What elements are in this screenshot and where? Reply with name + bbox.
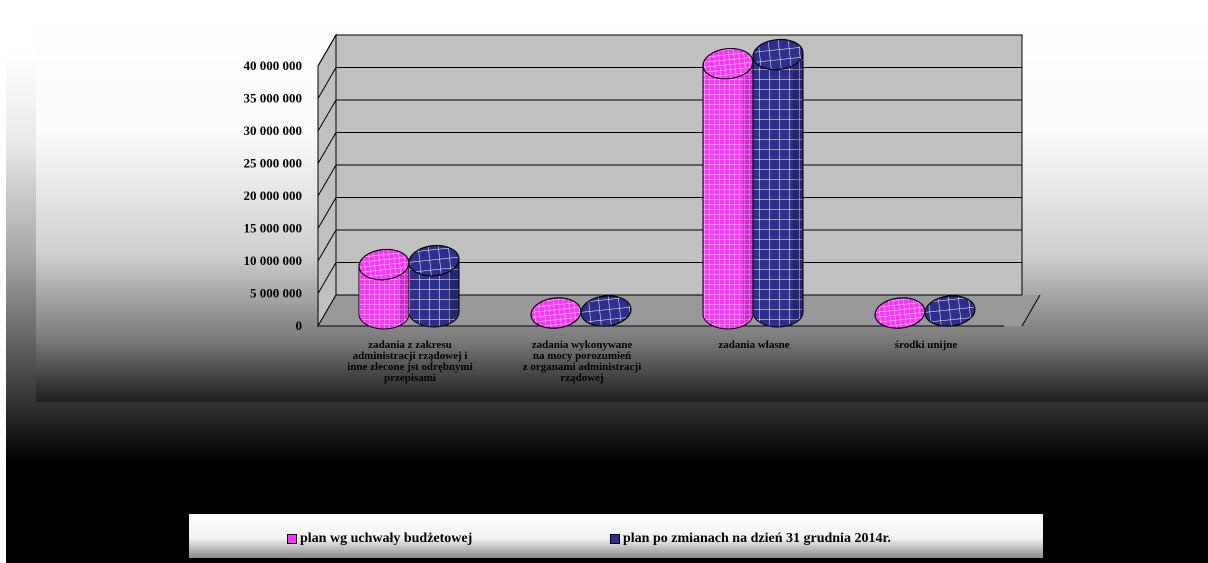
gridline-diagonal <box>317 262 337 294</box>
gridline-diagonal <box>317 34 337 67</box>
y-tick-label: 35 000 000 <box>244 91 303 106</box>
bar-cylinder <box>924 295 976 327</box>
y-tick-label: 40 000 000 <box>244 58 303 73</box>
bar-body <box>702 63 754 330</box>
legend-item-series-2: plan po zmianach na dzień 31 grudnia 201… <box>610 531 891 547</box>
bar-cylinder <box>358 248 410 330</box>
bar-cylinder <box>580 295 632 327</box>
bar-cylinder <box>408 244 460 328</box>
bar-cylinder <box>702 48 754 330</box>
x-category-label: na mocy porozumień <box>533 350 631 362</box>
plot-panel: 0 5 000 000 10 000 000 15 000 000 20 000 000… <box>36 14 1208 402</box>
x-category-label: środki unijne <box>895 339 958 351</box>
gridline-diagonal <box>317 99 337 132</box>
bar-top <box>408 244 460 277</box>
gridline-diagonal <box>317 229 337 262</box>
y-tick-label: 30 000 000 <box>244 123 303 138</box>
bar-body <box>408 260 460 328</box>
gridline-diagonal <box>317 132 337 164</box>
bar-top <box>580 295 632 327</box>
x-category-label: rządowej <box>560 372 603 384</box>
legend-swatch-series-2 <box>610 534 620 544</box>
x-category-label: zadania wykonywane <box>532 339 633 351</box>
floor <box>318 295 1040 326</box>
x-category-label: z organami administracji <box>523 361 642 373</box>
bar-shade <box>449 260 459 321</box>
gridline-diagonal <box>317 197 337 229</box>
y-tick-label: 20 000 000 <box>244 188 303 203</box>
floor-right-edge <box>1021 294 1041 327</box>
x-category-label: administracji rządowej i <box>353 350 468 362</box>
x-category-label: inne zlecone jst odrębnymi <box>347 361 473 373</box>
gridline-diagonal <box>317 67 337 99</box>
bar-shade <box>793 54 803 321</box>
chart-svg: 0 5 000 000 10 000 000 15 000 000 20 000 000… <box>244 33 1041 384</box>
x-category-label: zadania z zakresu <box>368 339 452 351</box>
bar-top <box>752 38 804 71</box>
legend: plan wg uchwały budżetowej plan po zmian… <box>188 513 1044 559</box>
y-tick-label: 5 000 000 <box>250 286 302 301</box>
gridline-diagonal <box>317 294 337 327</box>
y-tick-label: 10 000 000 <box>244 253 303 268</box>
bar-shade <box>743 63 753 323</box>
x-category-label: zadania własne <box>718 339 789 351</box>
x-category-label: przepisami <box>384 372 436 384</box>
legend-swatch-series-1 <box>287 534 297 544</box>
gridline-diagonal <box>317 164 337 197</box>
legend-label-series-2: plan po zmianach na dzień 31 grudnia 201… <box>623 531 891 546</box>
bar-body <box>752 54 804 328</box>
y-tick-label: 25 000 000 <box>244 156 303 171</box>
y-tick-label: 0 <box>296 318 303 333</box>
legend-label-series-1: plan wg uchwały budżetowej <box>300 531 473 546</box>
bar-top <box>924 295 976 327</box>
bar-body <box>358 264 410 330</box>
bar-cylinder <box>752 38 804 328</box>
y-tick-label: 15 000 000 <box>244 221 303 236</box>
legend-item-series-1: plan wg uchwały budżetowej <box>287 531 472 547</box>
bar-shade <box>399 264 409 323</box>
